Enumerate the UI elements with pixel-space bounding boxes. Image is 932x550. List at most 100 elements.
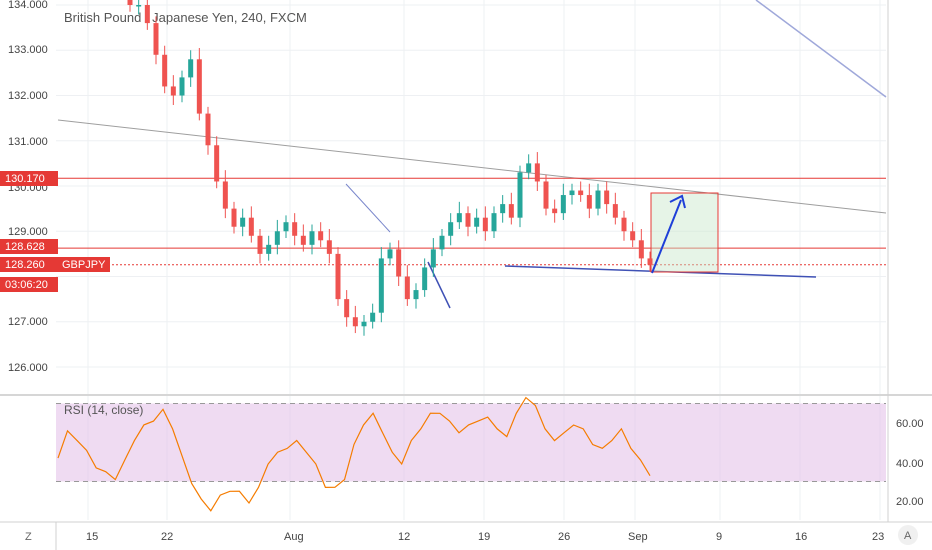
candle-body (508, 204, 514, 218)
rsi-pane[interactable]: RSI (14, close) (56, 396, 886, 512)
candle-body (214, 145, 220, 182)
candle-body (153, 23, 159, 55)
candle-body (647, 258, 653, 265)
candle-body (309, 231, 315, 245)
svg-text:03:06:20: 03:06:20 (5, 279, 48, 291)
trend-line-gray (57, 119, 887, 214)
candle-body (378, 258, 384, 313)
candle-body (569, 190, 575, 196)
candle-body (404, 276, 410, 300)
candle-body (283, 222, 289, 232)
candle-body (526, 163, 532, 173)
candle-body (638, 240, 644, 259)
time-label: 22 (161, 531, 173, 543)
candle-body (196, 59, 202, 114)
time-label: Sep (628, 531, 648, 543)
price-tick: 134.000 (8, 0, 48, 11)
candle-body (231, 208, 237, 227)
candle-body (266, 244, 272, 254)
candle-body (517, 172, 523, 218)
candle-body (240, 217, 246, 227)
price-badge-resistance-high: 130.170 (0, 171, 58, 186)
candle-body (326, 240, 332, 254)
rsi-label: RSI (14, close) (64, 403, 143, 417)
rsi-tick: 20.00 (896, 496, 924, 508)
time-label: Aug (284, 531, 304, 543)
rsi-axis[interactable]: 60.00 40.00 20.00 (896, 418, 924, 508)
time-label: 9 (716, 531, 722, 543)
candle-body (586, 195, 592, 209)
candle-body (344, 299, 350, 318)
candle-body (474, 217, 480, 227)
trend-line-blue-upper (755, 0, 887, 98)
candle-body (439, 235, 445, 250)
time-label: 26 (558, 531, 570, 543)
candle-body (370, 312, 376, 322)
candle-body (144, 5, 150, 24)
candle-body (578, 190, 584, 196)
candle-body (387, 249, 393, 259)
candle-body (612, 204, 618, 218)
candle-body (396, 249, 402, 277)
candle-body (257, 235, 263, 254)
price-tick: 133.000 (8, 44, 48, 56)
svg-text:128.260: 128.260 (5, 259, 45, 271)
candle-body (630, 231, 636, 241)
svg-text:130.170: 130.170 (5, 173, 45, 185)
grid-lines (56, 0, 886, 520)
candle-body (127, 0, 133, 6)
pattern-line (345, 183, 391, 233)
time-label: 15 (86, 531, 98, 543)
candle-body (595, 190, 601, 209)
time-label: 16 (795, 531, 807, 543)
candle-body (552, 208, 558, 214)
candle-body (430, 249, 436, 268)
chart-title: British Pound / Japanese Yen, 240, FXCM (64, 10, 307, 25)
candle-body (188, 59, 194, 78)
auto-scale-button[interactable]: A (904, 530, 912, 542)
candle-body (422, 267, 428, 291)
candles-layer (127, 0, 653, 336)
candle-body (465, 213, 471, 227)
price-tick: 132.000 (8, 90, 48, 102)
time-label: 12 (398, 531, 410, 543)
candle-body (136, 5, 142, 7)
time-axis[interactable]: 15 22 Aug 12 19 26 Sep 9 16 23 (86, 531, 884, 543)
auto-scale-button-bg[interactable] (898, 525, 918, 545)
candle-body (448, 222, 454, 236)
svg-text:GBPJPY: GBPJPY (62, 259, 106, 271)
candle-body (413, 290, 419, 300)
zoom-button[interactable]: Z (25, 531, 32, 543)
candle-body (456, 213, 462, 223)
candle-body (604, 190, 610, 205)
time-label: 23 (872, 531, 884, 543)
symbol-badge: GBPJPY (58, 257, 110, 272)
candle-body (205, 113, 211, 146)
candle-body (170, 86, 176, 96)
candle-body (361, 321, 367, 327)
candle-body (274, 231, 280, 245)
projection-arrow-head (669, 194, 686, 209)
candle-body (621, 217, 627, 232)
rsi-line (57, 396, 651, 512)
candle-body (491, 213, 497, 232)
price-pane[interactable]: British Pound / Japanese Yen, 240, FXCM (56, 0, 887, 336)
candle-body (162, 54, 168, 87)
candle-body (248, 217, 254, 236)
drawings-layer[interactable] (56, 0, 887, 309)
candle-body (300, 235, 306, 245)
candle-body (318, 231, 324, 241)
price-tick: 129.000 (8, 226, 48, 238)
pattern-line (427, 261, 451, 309)
candle-body (179, 77, 185, 96)
time-label: 19 (478, 531, 490, 543)
candle-body (543, 181, 549, 209)
rsi-tick: 40.00 (896, 458, 924, 470)
price-tick: 127.000 (8, 316, 48, 328)
rsi-tick: 60.00 (896, 418, 924, 430)
candle-body (352, 317, 358, 327)
candle-body (292, 222, 298, 236)
price-badge-resistance-low: 128.628 (0, 239, 58, 254)
projection-arrow (651, 199, 682, 274)
